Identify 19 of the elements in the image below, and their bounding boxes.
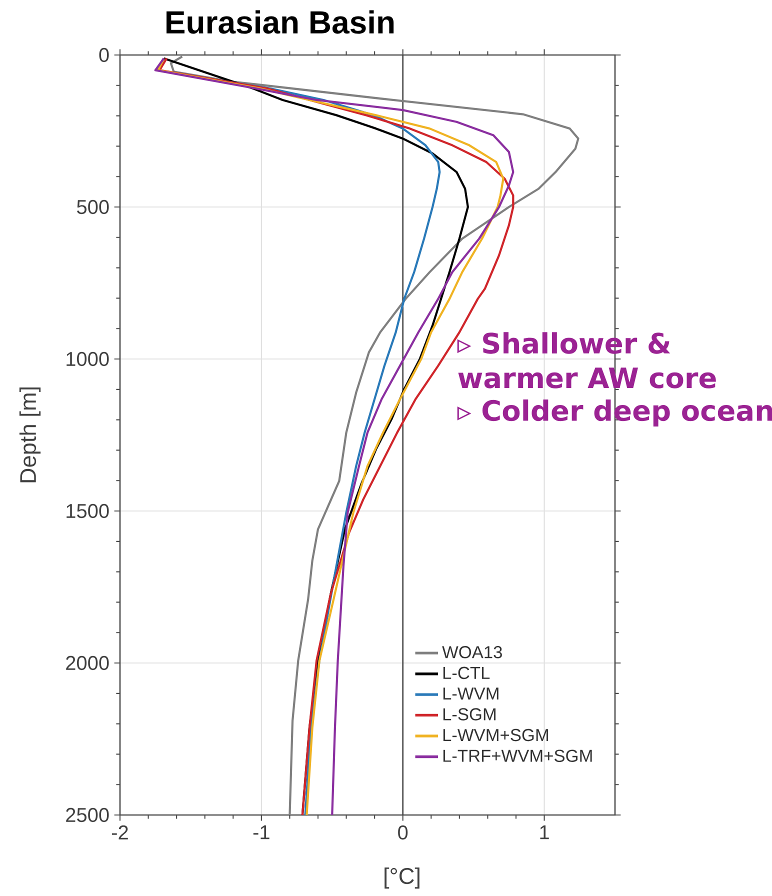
y-tick-label: 2500 <box>66 808 109 822</box>
legend-label: WOA13 <box>442 646 502 658</box>
x-tick-label: -2 <box>112 825 128 840</box>
y-tick-label: 500 <box>77 200 109 214</box>
x-tick-label: -1 <box>253 825 270 840</box>
y-tick-label: 0 <box>99 48 109 62</box>
legend-label: L-SGM <box>443 708 496 720</box>
legend-label: L-TRF+WVM+SGM <box>443 750 592 762</box>
y-axis-title: Depth [m] <box>19 388 41 482</box>
y-tick-label: 1000 <box>66 352 109 366</box>
legend-label: L-WVM+SGM <box>443 728 548 742</box>
y-tick-label: 2000 <box>66 656 109 670</box>
y-tick-label: 1500 <box>66 504 109 518</box>
chart-title: Eurasian Basin <box>166 10 394 34</box>
legend-label: L-WVM <box>443 688 498 700</box>
legend-label: L-CTL <box>443 666 490 680</box>
x-tick-label: 0 <box>398 825 408 840</box>
x-tick-label: 1 <box>540 825 549 840</box>
x-axis-title: [°C] <box>384 867 420 889</box>
